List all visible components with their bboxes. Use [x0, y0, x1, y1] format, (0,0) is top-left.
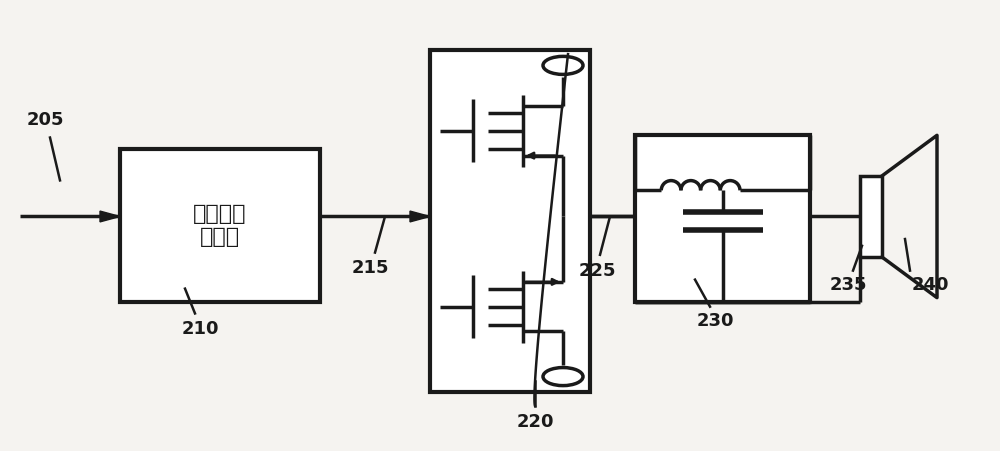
Bar: [635, 135, 810, 302]
Text: 225: 225: [578, 262, 616, 280]
Text: 205: 205: [26, 110, 64, 129]
Text: 240: 240: [912, 276, 950, 294]
Polygon shape: [410, 211, 430, 222]
Text: 230: 230: [696, 312, 734, 330]
Text: 210: 210: [181, 320, 219, 338]
Bar: [120, 149, 320, 302]
Text: 脉冲宽度
调制器: 脉冲宽度 调制器: [193, 204, 247, 247]
Text: 235: 235: [829, 276, 867, 294]
Text: 220: 220: [516, 413, 554, 431]
Bar: [860, 176, 882, 257]
Text: 215: 215: [351, 259, 389, 277]
Bar: [430, 50, 590, 392]
Polygon shape: [100, 211, 120, 222]
